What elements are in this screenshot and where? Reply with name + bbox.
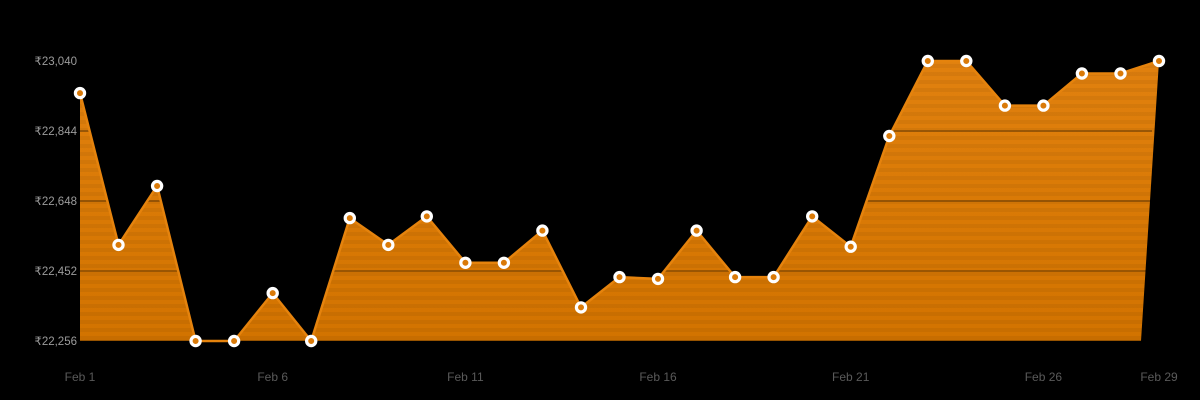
data-point[interactable] <box>728 270 742 284</box>
data-point[interactable] <box>921 54 935 68</box>
y-axis-label: ₹22,452 <box>35 266 78 278</box>
data-point[interactable] <box>844 240 857 253</box>
data-point[interactable] <box>613 270 626 284</box>
data-point[interactable] <box>150 179 164 193</box>
x-axis-label: Feb 26 <box>1025 370 1063 384</box>
data-point[interactable] <box>459 256 472 269</box>
data-point[interactable] <box>998 99 1012 112</box>
data-point[interactable] <box>574 301 588 314</box>
data-point[interactable] <box>536 224 549 237</box>
area-fill-banding <box>80 61 1159 341</box>
data-point[interactable] <box>960 54 973 68</box>
data-point[interactable] <box>420 210 433 223</box>
x-axis-label: Feb 11 <box>447 370 484 384</box>
data-point[interactable] <box>1152 54 1166 68</box>
y-axis-label: ₹22,844 <box>35 126 78 138</box>
x-axis-label: Feb 16 <box>639 370 677 384</box>
data-point[interactable] <box>497 256 511 269</box>
data-point[interactable] <box>651 272 665 286</box>
data-point[interactable] <box>305 334 318 348</box>
data-point[interactable] <box>343 211 356 225</box>
data-point[interactable] <box>266 286 279 300</box>
data-point[interactable] <box>806 210 819 223</box>
y-axis-label: ₹22,256 <box>35 336 78 348</box>
data-point[interactable] <box>189 334 202 348</box>
data-point[interactable] <box>73 86 87 100</box>
x-axis-label: Feb 1 <box>65 370 96 384</box>
data-point[interactable] <box>1075 67 1089 80</box>
data-point[interactable] <box>382 238 395 252</box>
y-axis-label: ₹23,040 <box>35 56 78 68</box>
data-point[interactable] <box>883 129 896 143</box>
data-point[interactable] <box>767 270 780 284</box>
data-point[interactable] <box>112 238 125 252</box>
data-point[interactable] <box>1114 67 1127 80</box>
data-point[interactable] <box>690 224 703 237</box>
y-axis-label: ₹22,648 <box>35 196 78 208</box>
data-point[interactable] <box>227 334 241 348</box>
data-point[interactable] <box>1037 99 1050 112</box>
x-axis-label: Feb 6 <box>257 370 288 384</box>
x-axis-label: Feb 21 <box>832 370 870 384</box>
x-axis-label: Feb 29 <box>1140 370 1178 384</box>
